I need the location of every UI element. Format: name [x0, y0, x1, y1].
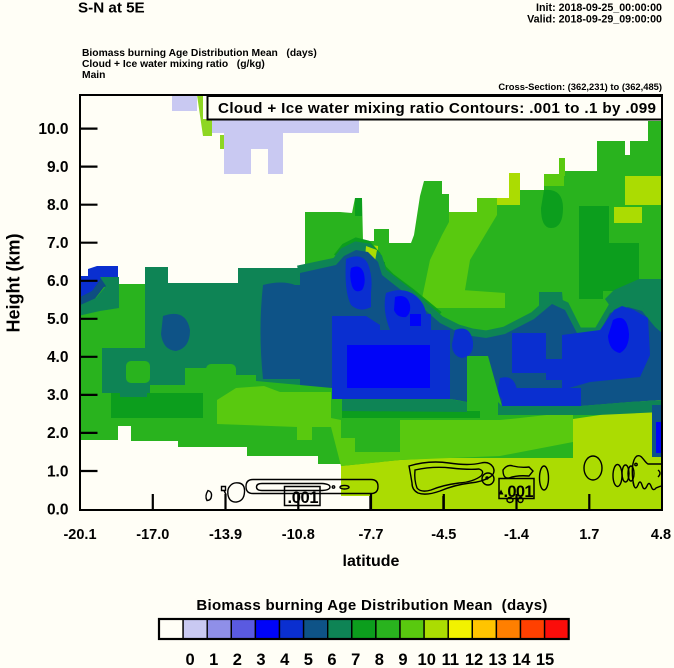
svg-text:-4.5: -4.5: [431, 527, 456, 543]
svg-text:1: 1: [209, 651, 218, 668]
svg-text:0.0: 0.0: [47, 501, 69, 518]
svg-text:0: 0: [186, 651, 195, 668]
svg-text:-10.8: -10.8: [282, 527, 315, 543]
svg-text:Init: 2018-09-25_00:00:00: Init: 2018-09-25_00:00:00: [536, 2, 662, 14]
svg-text:Cloud + Ice water mixing ratio: Cloud + Ice water mixing ratio (g/kg): [82, 59, 265, 70]
svg-text:-1.4: -1.4: [504, 527, 529, 543]
svg-text:Cross-Section: (362,231) to (3: Cross-Section: (362,231) to (362,485): [498, 81, 662, 92]
svg-text:9.0: 9.0: [47, 159, 69, 176]
svg-text:1.0: 1.0: [47, 463, 69, 480]
svg-text:9: 9: [398, 651, 407, 668]
svg-text:8.0: 8.0: [47, 197, 69, 214]
svg-text:Biomass burning Age Distributi: Biomass burning Age Distribution Mean (d…: [196, 597, 547, 614]
svg-text:Main: Main: [82, 70, 105, 81]
svg-text:10: 10: [418, 651, 436, 668]
svg-text:-7.7: -7.7: [359, 527, 384, 543]
svg-text:13: 13: [488, 651, 506, 668]
svg-text:4.0: 4.0: [47, 349, 69, 366]
svg-text:4: 4: [280, 651, 290, 668]
svg-text:14: 14: [512, 651, 531, 668]
svg-text:Biomass burning Age Distributi: Biomass burning Age Distribution Mean (d…: [82, 48, 317, 59]
svg-text:5: 5: [304, 651, 313, 668]
svg-text:12: 12: [465, 651, 483, 668]
svg-text:-20.1: -20.1: [63, 527, 96, 543]
svg-text:15: 15: [536, 651, 554, 668]
svg-text:1.7: 1.7: [579, 527, 599, 543]
svg-text:Height (km): Height (km): [4, 233, 24, 332]
svg-text:3: 3: [256, 651, 265, 668]
svg-text:.001: .001: [504, 483, 534, 501]
svg-text:7: 7: [351, 651, 360, 668]
svg-text:10.0: 10.0: [38, 121, 68, 138]
svg-text:8: 8: [375, 651, 384, 668]
svg-text:5.0: 5.0: [47, 311, 69, 328]
svg-text:Valid: 2018-09-29_09:00:00: Valid: 2018-09-29_09:00:00: [527, 14, 662, 26]
svg-text:4.8: 4.8: [651, 527, 671, 543]
svg-text:6.0: 6.0: [47, 273, 69, 290]
svg-text:6: 6: [327, 651, 336, 668]
svg-text:-13.9: -13.9: [209, 527, 242, 543]
svg-text:2: 2: [233, 651, 242, 668]
svg-text:Cloud + Ice water mixing ratio: Cloud + Ice water mixing ratio Contours:…: [218, 100, 656, 117]
svg-text:2.0: 2.0: [47, 425, 69, 442]
svg-text:latitude: latitude: [343, 553, 400, 570]
svg-text:11: 11: [442, 651, 459, 668]
svg-text:.001: .001: [288, 489, 319, 507]
svg-text:-17.0: -17.0: [136, 527, 169, 543]
svg-text:3.0: 3.0: [47, 387, 69, 404]
svg-text:7.0: 7.0: [47, 235, 69, 252]
svg-text:S-N at 5E: S-N at 5E: [78, 0, 145, 17]
